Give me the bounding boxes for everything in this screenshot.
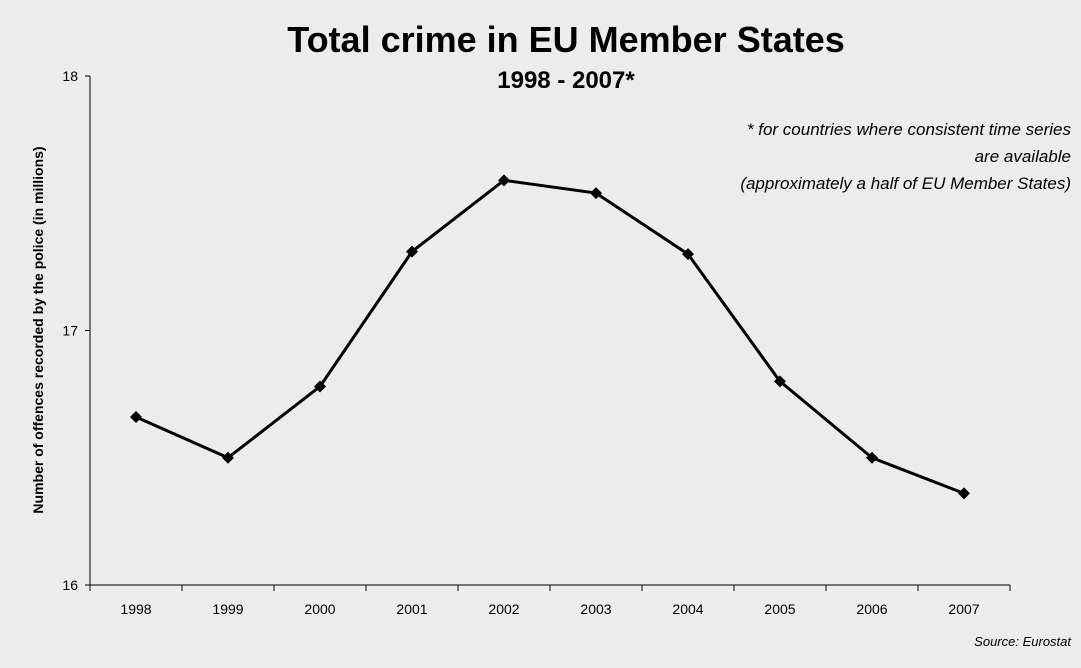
- y-axis-label: Number of offences recorded by the polic…: [30, 146, 46, 513]
- x-tick-label: 2005: [764, 601, 795, 617]
- series: [130, 174, 970, 500]
- y-tick-label: 16: [62, 577, 78, 593]
- x-tick-label: 2007: [948, 601, 979, 617]
- annotation-note: * for countries where consistent time se…: [740, 120, 1071, 193]
- annotation-line-1: * for countries where consistent time se…: [747, 120, 1072, 139]
- chart-title: Total crime in EU Member States: [287, 19, 845, 60]
- x-tick-label: 1999: [212, 601, 243, 617]
- x-tick-label: 2001: [396, 601, 427, 617]
- data-point-diamond: [590, 187, 602, 200]
- data-point-diamond: [130, 411, 142, 424]
- annotation-line-2: are available: [975, 147, 1071, 166]
- x-tick-label: 2004: [672, 601, 703, 617]
- y-ticks: 16 17 18: [62, 68, 90, 593]
- data-point-diamond: [682, 248, 694, 261]
- x-ticks: 1998 1999 2000 2001 2002 2003 2004 2005 2006 2007: [89, 585, 1011, 617]
- source-note: Source: Eurostat: [974, 634, 1072, 649]
- annotation-line-3: (approximately a half of EU Member State…: [740, 174, 1071, 193]
- x-tick-label: 2000: [304, 601, 335, 617]
- data-point-diamond: [222, 451, 234, 464]
- x-tick-label: 2002: [488, 601, 519, 617]
- y-tick-label: 17: [62, 323, 78, 339]
- data-point-diamond: [774, 375, 786, 388]
- data-point-diamond: [866, 451, 878, 464]
- series-line: [135, 178, 965, 495]
- x-tick-label: 2006: [856, 601, 887, 617]
- y-tick-label: 18: [62, 68, 78, 84]
- chart-subtitle: 1998 - 2007*: [497, 67, 635, 94]
- data-point-diamond: [314, 380, 326, 393]
- data-point-diamond: [958, 487, 970, 500]
- x-tick-label: 2003: [580, 601, 611, 617]
- data-point-diamond: [498, 174, 510, 187]
- data-point-diamond: [406, 245, 418, 258]
- x-tick-label: 1998: [120, 601, 151, 617]
